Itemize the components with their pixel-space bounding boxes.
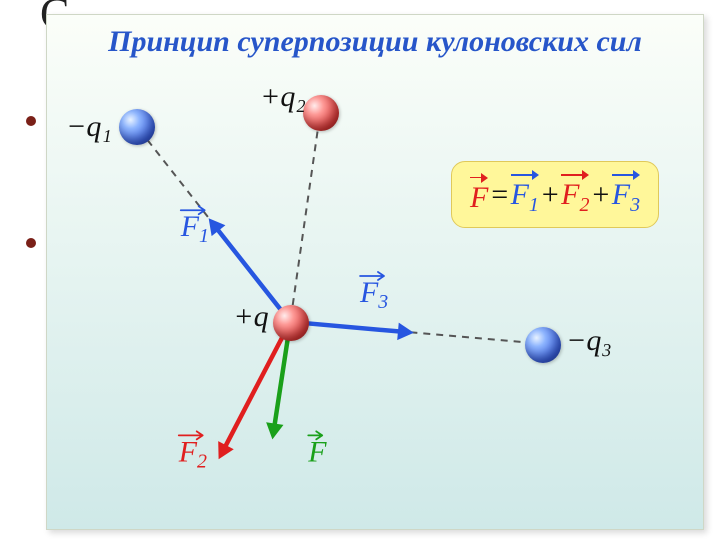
charge-label-q: +q bbox=[233, 300, 268, 334]
charge-q1 bbox=[119, 109, 155, 145]
formula-term-6: F3 bbox=[612, 172, 640, 217]
host-bullet-2 bbox=[26, 238, 36, 248]
charge-q bbox=[273, 305, 309, 341]
formula-term-4: F2 bbox=[561, 172, 589, 217]
charge-layer: +q −q₁ +q₂ −q₃ bbox=[47, 15, 703, 529]
formula-op-1: = bbox=[489, 178, 509, 212]
superposition-formula: F = F1+F2+F3 bbox=[451, 161, 659, 228]
formula-term-2: F1 bbox=[511, 172, 539, 217]
charge-q2 bbox=[303, 95, 339, 131]
diagram-panel: Принцип суперпозиции кулоновских сил F1F… bbox=[46, 14, 704, 530]
charge-q3 bbox=[525, 327, 561, 363]
charge-label-q3: −q₃ bbox=[566, 324, 612, 358]
host-bullet-1 bbox=[26, 116, 36, 126]
formula-term-0: F bbox=[470, 175, 488, 215]
charge-label-q1: −q₁ bbox=[66, 110, 112, 144]
formula-op-3: + bbox=[540, 178, 560, 212]
formula-op-5: + bbox=[590, 178, 610, 212]
charge-label-q2: +q₂ bbox=[260, 80, 306, 114]
